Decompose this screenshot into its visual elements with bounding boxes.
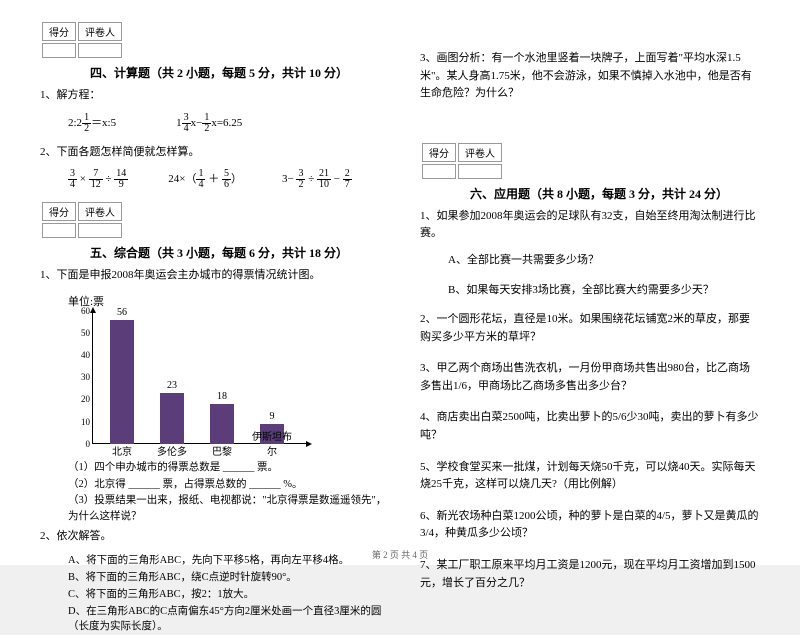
- y-tick: 40: [72, 350, 90, 360]
- y-tick: 60: [72, 306, 90, 316]
- sub1: （1）四个申办城市的得票总数是 ______ 票。: [68, 460, 390, 476]
- x-label: 多伦多: [148, 443, 196, 458]
- q5-1: 1、下面是申报2008年奥运会主办城市的得票情况统计图。: [40, 267, 390, 285]
- page-footer: 第 2 页 共 4 页: [0, 548, 800, 561]
- bar-chart: 单位:票 6050403020100 56北京23多伦多18巴黎9伊斯坦布尔: [68, 293, 390, 456]
- x-label: 北京: [98, 443, 146, 458]
- q4-2: 2、下面各题怎样简便就怎样算。: [40, 144, 390, 162]
- opt-b: B、将下面的三角形ABC，绕C点逆时针旋转90°。: [68, 570, 390, 586]
- score-box-s4: 得分评卷人: [40, 20, 124, 60]
- eq-row-1: 2:212＝x:5 134x−12x=6.25: [68, 113, 390, 134]
- x-label: 巴黎: [198, 443, 246, 458]
- bar-value: 9: [260, 411, 284, 422]
- eq3: 34 × 712 ÷ 149: [68, 169, 128, 190]
- x-label: 伊斯坦布尔: [248, 428, 296, 458]
- right-column: 3、画图分析：有一个水池里竖着一块牌子，上面写着"平均水深1.5米"。某人身高1…: [400, 20, 770, 555]
- chart-area: 6050403020100 56北京23多伦多18巴黎9伊斯坦布尔: [68, 311, 308, 456]
- bar: [160, 393, 184, 444]
- eq2: 134x−12x=6.25: [176, 113, 242, 134]
- q5-2: 2、依次解答。: [40, 528, 390, 546]
- q5-3: 3、画图分析：有一个水池里竖着一块牌子，上面写着"平均水深1.5米"。某人身高1…: [420, 50, 760, 103]
- y-tick: 10: [72, 417, 90, 427]
- eq5: 3− 32 ÷ 2110 − 27: [282, 169, 352, 190]
- q5-2-subs: A、将下面的三角形ABC，先向下平移5格，再向左平移4格。 B、将下面的三角形A…: [68, 553, 390, 635]
- section-6-title: 六、应用题（共 8 小题，每题 3 分，共计 24 分）: [470, 185, 760, 202]
- opt-d: D、在三角形ABC的C点南偏东45°方向2厘米处画一个直径3厘米的圆（长度为实际…: [68, 604, 390, 635]
- grader-label: 评卷人: [78, 22, 122, 41]
- q4-1: 1、解方程：: [40, 87, 390, 105]
- y-tick: 20: [72, 394, 90, 404]
- opt-c: C、将下面的三角形ABC，按2：1放大。: [68, 587, 390, 603]
- q6-5: 5、学校食堂买来一批煤，计划每天烧50千克，可以烧40天。实际每天烧25千克，这…: [420, 459, 760, 494]
- q6-7: 7、某工厂职工原来平均月工资是1200元，现在平均月工资增加到1500元，增长了…: [420, 557, 760, 592]
- q6-3: 3、甲乙两个商场出售洗衣机，一月份甲商场共售出980台，比乙商场多售出1/6，甲…: [420, 360, 760, 395]
- y-axis: [92, 311, 93, 444]
- section-5-title: 五、综合题（共 3 小题，每题 6 分，共计 18 分）: [90, 244, 390, 261]
- sub2: （2）北京得 ______ 票，占得票总数的 ______ %。: [68, 477, 390, 493]
- q6-1: 1、如果参加2008年奥运会的足球队有32支，自始至终用淘汰制进行比赛。: [420, 208, 760, 243]
- page-container: 得分评卷人 四、计算题（共 2 小题，每题 5 分，共计 10 分） 1、解方程…: [0, 0, 800, 565]
- y-tick: 0: [72, 439, 90, 449]
- sub3: （3）投票结果一出来，报纸、电视都说："北京得票是数遥遥领先"，为什么这样说？: [68, 493, 390, 525]
- score-box-s6: 得分评卷人: [420, 141, 504, 181]
- q6-6: 6、新光农场种白菜1200公顷，种的萝卜是白菜的4/5，萝卜又是黄瓜的3/4，种…: [420, 508, 760, 543]
- y-tick: 50: [72, 328, 90, 338]
- section-4-title: 四、计算题（共 2 小题，每题 5 分，共计 10 分）: [90, 64, 390, 81]
- left-column: 得分评卷人 四、计算题（共 2 小题，每题 5 分，共计 10 分） 1、解方程…: [30, 20, 400, 555]
- score-box-s5: 得分评卷人: [40, 200, 124, 240]
- bar-value: 23: [160, 380, 184, 391]
- q6-4: 4、商店卖出白菜2500吨，比卖出萝卜的5/6少30吨，卖出的萝卜有多少吨？: [420, 409, 760, 444]
- q6-1a: A、全部比赛一共需要多少场？: [448, 251, 760, 267]
- eq4: 24×（14 ＋ 56）: [168, 169, 242, 190]
- eq1: 2:212＝x:5: [68, 113, 116, 134]
- bar-value: 56: [110, 307, 134, 318]
- q6-2: 2、一个圆形花坛，直径是10米。如果围绕花坛铺宽2米的草皮，那要购买多少平方米的…: [420, 311, 760, 346]
- score-label: 得分: [42, 22, 76, 41]
- bar: [210, 404, 234, 444]
- y-tick: 30: [72, 372, 90, 382]
- bar: [110, 320, 134, 444]
- bar-value: 18: [210, 391, 234, 402]
- q6-1b: B、如果每天安排3场比赛，全部比赛大约需要多少天？: [448, 281, 760, 297]
- q5-1-subs: （1）四个申办城市的得票总数是 ______ 票。 （2）北京得 ______ …: [68, 460, 390, 525]
- eq-row-2: 34 × 712 ÷ 149 24×（14 ＋ 56） 3− 32 ÷ 2110…: [68, 169, 390, 190]
